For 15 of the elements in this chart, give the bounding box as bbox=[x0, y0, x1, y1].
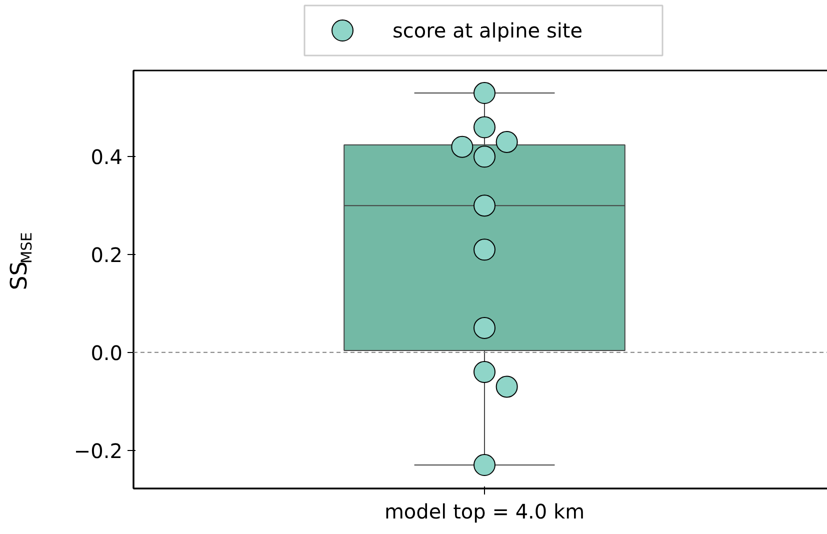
legend-label: score at alpine site bbox=[392, 18, 583, 42]
point bbox=[474, 316, 496, 339]
point bbox=[474, 82, 496, 104]
text: 0.0 bbox=[90, 340, 123, 365]
point bbox=[474, 454, 496, 476]
point bbox=[474, 238, 496, 261]
point bbox=[474, 146, 496, 168]
point bbox=[474, 116, 496, 138]
point bbox=[474, 361, 496, 383]
y-tick-label: 0.4 bbox=[90, 145, 123, 170]
y-axis-title: SSMSE bbox=[6, 232, 36, 290]
y-tick-label: −0.2 bbox=[74, 438, 123, 463]
x-tick-label: model top = 4.0 km bbox=[384, 500, 585, 524]
point bbox=[474, 194, 496, 217]
y-tick-label: 0.2 bbox=[90, 243, 123, 268]
